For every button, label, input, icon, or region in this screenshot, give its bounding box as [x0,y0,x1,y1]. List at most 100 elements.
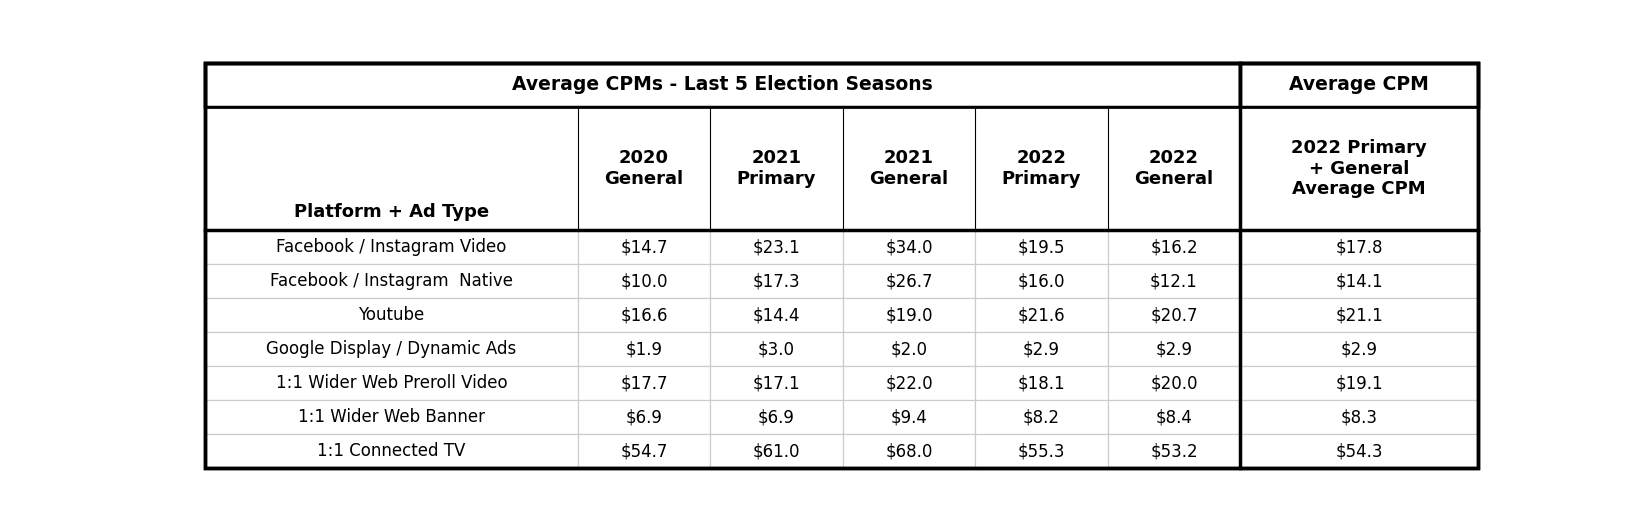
Bar [975,265,1108,298]
Text: $1.9: $1.9 [626,340,663,358]
Bar [578,366,711,400]
Bar [205,63,1240,107]
Bar [1240,400,1478,434]
Bar [842,434,975,468]
Text: $2.9: $2.9 [1340,340,1378,358]
Bar [1108,332,1240,366]
Text: 2022 Primary
+ General
Average CPM: 2022 Primary + General Average CPM [1291,139,1427,198]
Text: $10.0: $10.0 [621,272,668,290]
Text: $2.0: $2.0 [890,340,928,358]
Text: Average CPM: Average CPM [1289,76,1429,95]
Bar [1108,400,1240,434]
Bar [578,434,711,468]
Bar [711,298,842,332]
Text: Facebook / Instagram Video: Facebook / Instagram Video [276,238,507,256]
Text: $19.1: $19.1 [1335,374,1383,392]
Text: $2.9: $2.9 [1023,340,1061,358]
Text: $14.1: $14.1 [1335,272,1383,290]
Bar [975,298,1108,332]
Text: $19.0: $19.0 [885,306,933,325]
Text: $14.4: $14.4 [752,306,800,325]
Bar [842,366,975,400]
Text: 2020
General: 2020 General [604,149,683,188]
Bar [205,298,578,332]
Bar [205,366,578,400]
Bar [842,107,975,230]
Text: $6.9: $6.9 [759,408,795,426]
Text: $8.4: $8.4 [1156,408,1192,426]
Text: $2.9: $2.9 [1156,340,1192,358]
Text: $22.0: $22.0 [885,374,933,392]
Text: $17.7: $17.7 [621,374,668,392]
Text: Google Display / Dynamic Ads: Google Display / Dynamic Ads [266,340,517,358]
Bar [842,400,975,434]
Text: $19.5: $19.5 [1018,238,1066,256]
Bar [975,434,1108,468]
Bar [1240,107,1478,230]
Bar [711,230,842,265]
Text: $26.7: $26.7 [885,272,933,290]
Bar [578,332,711,366]
Bar [711,107,842,230]
Bar [842,230,975,265]
Text: $20.7: $20.7 [1151,306,1197,325]
Text: $3.0: $3.0 [759,340,795,358]
Bar [711,332,842,366]
Bar [711,366,842,400]
Bar [578,400,711,434]
Bar [578,265,711,298]
Bar [1108,434,1240,468]
Text: 1:1 Wider Web Banner: 1:1 Wider Web Banner [299,408,484,426]
Bar [578,298,711,332]
Text: $12.1: $12.1 [1149,272,1199,290]
Text: $8.2: $8.2 [1023,408,1061,426]
Bar [1240,265,1478,298]
Bar [975,332,1108,366]
Bar [842,332,975,366]
Bar [1240,230,1478,265]
Text: 2021
General: 2021 General [870,149,949,188]
Bar [578,107,711,230]
Text: $61.0: $61.0 [752,442,800,460]
Text: $21.1: $21.1 [1335,306,1383,325]
Text: $17.8: $17.8 [1335,238,1383,256]
Bar [975,366,1108,400]
Bar [842,265,975,298]
Text: $9.4: $9.4 [890,408,928,426]
Text: $16.6: $16.6 [621,306,668,325]
Bar [1108,230,1240,265]
Text: $53.2: $53.2 [1149,442,1197,460]
Text: $68.0: $68.0 [885,442,933,460]
Text: $23.1: $23.1 [752,238,800,256]
Bar [975,107,1108,230]
Text: $20.0: $20.0 [1151,374,1197,392]
Text: $54.7: $54.7 [621,442,668,460]
Text: $16.2: $16.2 [1149,238,1197,256]
Bar [205,400,578,434]
Bar [975,400,1108,434]
Bar [1108,107,1240,230]
Bar [205,230,578,265]
Text: $18.1: $18.1 [1018,374,1066,392]
Bar [711,400,842,434]
Bar [1108,298,1240,332]
Bar [842,298,975,332]
Text: Youtube: Youtube [358,306,425,325]
Bar [205,332,578,366]
Text: 2021
Primary: 2021 Primary [737,149,816,188]
Text: $55.3: $55.3 [1018,442,1066,460]
Text: $17.1: $17.1 [752,374,800,392]
Text: $16.0: $16.0 [1018,272,1066,290]
Text: 2022
General: 2022 General [1135,149,1213,188]
Bar [205,434,578,468]
Bar [1240,366,1478,400]
Text: $6.9: $6.9 [626,408,662,426]
Bar [1108,265,1240,298]
Bar [1240,63,1478,107]
Bar [1108,366,1240,400]
Bar [1240,298,1478,332]
Bar [578,230,711,265]
Text: 1:1 Connected TV: 1:1 Connected TV [317,442,466,460]
Bar [711,265,842,298]
Text: $14.7: $14.7 [621,238,668,256]
